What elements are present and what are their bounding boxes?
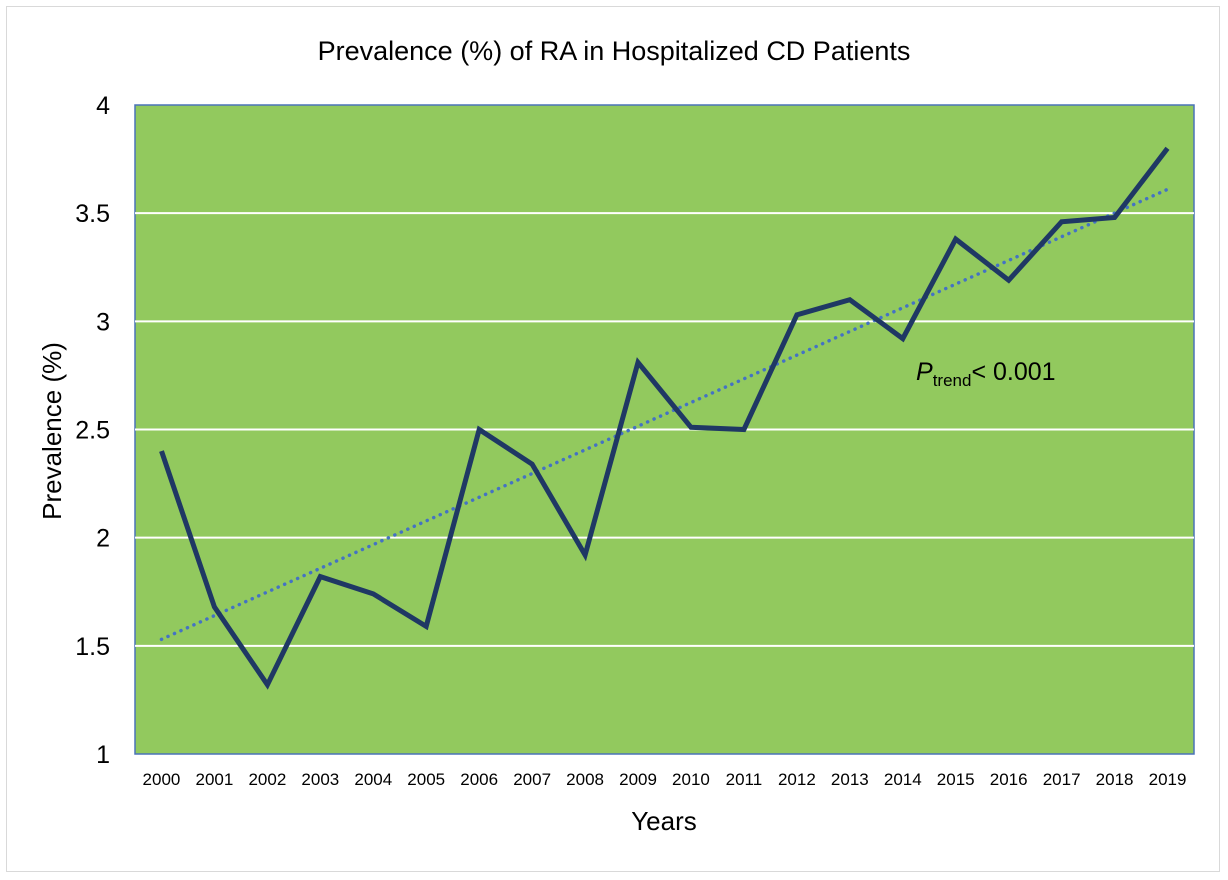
x-tick-label: 2004 — [354, 770, 392, 789]
x-axis-title: Years — [631, 806, 697, 836]
y-tick-label: 4 — [96, 92, 110, 120]
trendline — [159, 187, 1170, 642]
y-tick-label: 1 — [96, 741, 110, 769]
y-tick-label: 3.5 — [75, 200, 110, 228]
annotation-value: < 0.001 — [971, 358, 1056, 386]
y-tick-label: 3 — [96, 308, 110, 336]
trend-annotation: Ptrend< 0.001 — [916, 358, 1056, 391]
y-tick-label: 1.5 — [75, 633, 110, 661]
chart-title: Prevalence (%) of RA in Hospitalized CD … — [318, 36, 911, 66]
annotation-p: P — [916, 358, 933, 386]
x-tick-label: 2017 — [1043, 770, 1081, 789]
trendline-layer — [159, 187, 1170, 642]
y-tick-label: 2 — [96, 525, 110, 553]
x-tick-label: 2012 — [778, 770, 816, 789]
x-tick-label: 2001 — [196, 770, 234, 789]
x-tick-label: 2009 — [619, 770, 657, 789]
y-axis-title: Prevalence (%) — [37, 342, 67, 520]
x-tick-label: 2013 — [831, 770, 869, 789]
y-tick-label: 2.5 — [75, 417, 110, 445]
x-tick-label: 2014 — [884, 770, 922, 789]
series-layer — [159, 146, 1170, 690]
x-tick-label: 2006 — [460, 770, 498, 789]
x-tick-label: 2000 — [143, 770, 181, 789]
x-tick-labels: 2000 2001 2002 2003 2004 2005 2006 2007 2008 2009… — [143, 770, 1187, 789]
series-line — [159, 146, 1170, 690]
x-tick-label: 2018 — [1096, 770, 1134, 789]
x-tick-label: 2003 — [301, 770, 339, 789]
x-tick-label: 2011 — [726, 770, 763, 789]
x-tick-label: 2016 — [990, 770, 1028, 789]
x-tick-label: 2005 — [407, 770, 445, 789]
x-tick-label: 2008 — [566, 770, 604, 789]
annotation-subscript: trend — [932, 371, 972, 390]
gridlines — [135, 212, 1194, 647]
x-tick-label: 2010 — [672, 770, 710, 789]
x-tick-label: 2002 — [248, 770, 286, 789]
x-tick-label: 2007 — [513, 770, 551, 789]
x-tick-label: 2019 — [1149, 770, 1187, 789]
y-tick-labels: 1 1.5 2 2.5 3 3.5 4 — [75, 92, 110, 769]
x-tick-label: 2015 — [937, 770, 975, 789]
